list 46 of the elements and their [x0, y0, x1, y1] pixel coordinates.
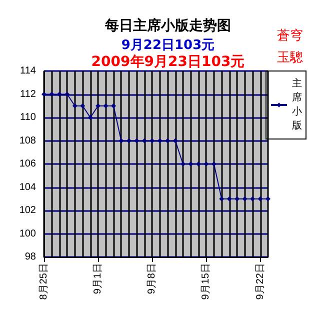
point: [266, 196, 270, 202]
point: [72, 103, 78, 108]
x-tick-label: 9月8日: [146, 263, 158, 294]
y-tick-label: 112: [20, 88, 36, 100]
point: [204, 162, 209, 166]
point: [126, 138, 132, 144]
point: [118, 138, 124, 144]
point: [103, 103, 108, 108]
x-tick-label: 9月15日: [200, 263, 212, 300]
y-tick-label: 104: [19, 182, 36, 193]
chart-subtitle: 9月22日103元: [121, 38, 215, 53]
point: [172, 138, 178, 144]
point: [165, 138, 170, 144]
y-tick-label: 106: [19, 158, 36, 170]
point: [80, 103, 86, 108]
x-tick-label: 9月1日: [92, 263, 104, 294]
point: [219, 196, 224, 202]
point: [49, 92, 54, 97]
y-tick-label: 102: [19, 205, 36, 216]
y-tick-label: 108: [19, 135, 36, 146]
point: [258, 196, 263, 202]
point: [150, 138, 155, 144]
text: 2009年9月23日103元: [91, 54, 245, 70]
y-tick-label: 110: [20, 112, 36, 123]
y-tick-label: 114: [20, 66, 36, 76]
text: 蒼穹玉驄: [277, 28, 303, 66]
point: [157, 138, 162, 144]
point: [96, 103, 101, 108]
legend-label: 主席小版: [292, 78, 302, 132]
point: [234, 196, 240, 202]
point: [56, 92, 62, 97]
y-tick-label: 98: [24, 252, 36, 262]
y-tick-label: 100: [19, 228, 36, 240]
point: [142, 138, 147, 144]
x-tick-label: 9月22日: [254, 263, 266, 300]
point: [111, 103, 116, 108]
chart-title: 每日主席小版走势图: [104, 17, 231, 34]
x-tick-label: 8月25日: [38, 263, 50, 300]
point: [226, 196, 232, 202]
point: [250, 196, 256, 202]
point: [134, 138, 140, 144]
point: [42, 92, 46, 97]
point: [188, 162, 194, 166]
point: [64, 92, 70, 97]
point: [88, 115, 93, 120]
point: [242, 196, 248, 202]
